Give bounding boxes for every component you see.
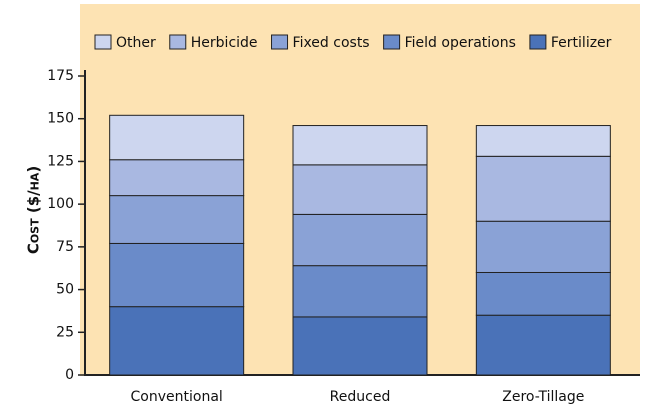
legend-swatch bbox=[169, 34, 187, 50]
y-tick-label: 25 bbox=[56, 324, 74, 340]
legend-label: Other bbox=[116, 35, 156, 51]
legend-swatch bbox=[94, 34, 112, 50]
y-tick-label: 175 bbox=[47, 68, 74, 84]
bar-segment bbox=[109, 242, 245, 308]
legend-label: Fertilizer bbox=[551, 35, 612, 51]
bar-segment bbox=[475, 125, 611, 157]
y-tick-label: 150 bbox=[47, 111, 74, 127]
bar-segment bbox=[292, 164, 428, 215]
y-tick-label: 0 bbox=[65, 367, 74, 383]
bar-segment bbox=[292, 125, 428, 166]
y-axis-label: Cost ($/ha) bbox=[25, 166, 43, 254]
legend-swatch bbox=[271, 34, 289, 50]
bar-segment bbox=[109, 114, 245, 161]
legend-swatch bbox=[383, 34, 401, 50]
x-tick-label: Conventional bbox=[131, 389, 223, 405]
legend-swatch bbox=[529, 34, 547, 50]
bar-segment bbox=[475, 314, 611, 376]
bar-segment bbox=[109, 306, 245, 376]
y-tick-label: 75 bbox=[56, 239, 74, 255]
bar-segment bbox=[292, 316, 428, 376]
x-tick-label: Zero-Tillage bbox=[502, 389, 584, 405]
legend-label: Herbicide bbox=[191, 35, 258, 51]
x-tick-label: Reduced bbox=[330, 389, 391, 405]
legend-label: Field operations bbox=[405, 35, 516, 51]
y-tick-label: 100 bbox=[47, 196, 74, 212]
bar-segment bbox=[109, 159, 245, 197]
legend-label: Fixed costs bbox=[293, 35, 370, 51]
bar-segment bbox=[475, 271, 611, 316]
y-tick-label: 125 bbox=[47, 153, 74, 169]
bar-segment bbox=[292, 265, 428, 318]
y-tick-label: 50 bbox=[56, 282, 74, 298]
bar-segment bbox=[292, 213, 428, 267]
bar-segment bbox=[109, 195, 245, 244]
bar-segment bbox=[475, 220, 611, 273]
bar-segment bbox=[475, 155, 611, 222]
